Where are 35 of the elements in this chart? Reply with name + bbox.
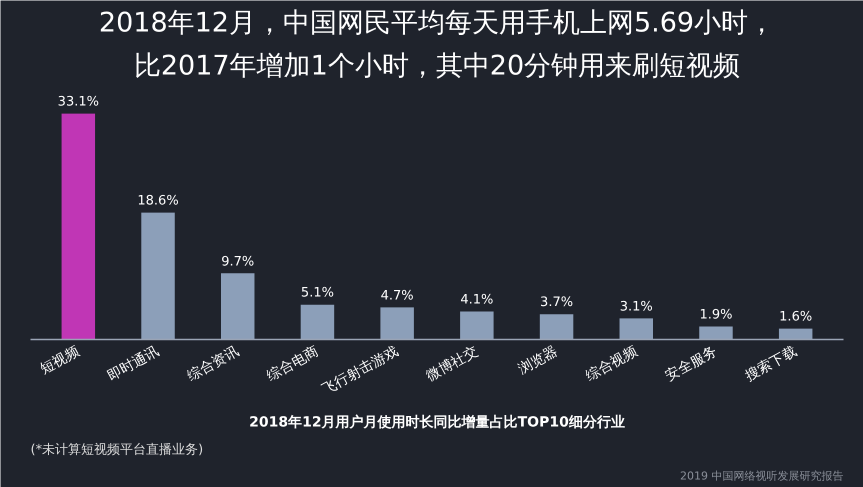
data-label: 4.7% [380,288,414,304]
bar [62,114,96,340]
bar [300,304,334,340]
x-tick-label: 搜索下载 [742,343,800,384]
x-tick-label: 综合视频 [583,343,640,384]
bar [620,318,654,340]
data-label: 1.6% [779,310,812,325]
bar [699,326,733,340]
bar [460,312,494,340]
chart-title: 2018年12月，中国网民平均每天用手机上网5.69小时， [98,8,776,38]
x-tick-label: 微博社交 [424,343,481,384]
x-tick-label: 即时通讯 [105,343,162,384]
bar [141,212,175,340]
x-axis-title: 2018年12月用户月使用时长同比增量占比TOP10细分行业 [249,414,625,430]
bar [380,307,414,340]
data-label: 3.7% [540,295,574,310]
text: (*未计算短视频平台直播业务) [30,442,204,458]
data-label: 1.9% [699,308,732,323]
data-label: 33.1% [58,94,99,110]
bar [778,328,812,340]
bar [220,273,254,340]
x-tick-label: 综合电商 [264,343,322,384]
data-label: 9.7% [221,254,254,270]
data-label: 4.1% [460,292,494,308]
data-label: 5.1% [300,286,334,301]
x-tick-label: 飞行射击游戏 [320,343,401,398]
text: 2019 中国网络视听发展研究报告 [680,470,844,482]
bar [540,314,574,340]
x-tick-label: 安全服务 [662,343,720,384]
x-tick-label: 浏览器 [516,343,560,378]
chart-subtitle: 比2017年增加1个小时，其中20分钟用来刷短视频 [134,50,740,82]
x-tick-label: 综合资讯 [184,343,242,384]
data-label: 3.1% [620,299,653,314]
x-tick-label: 短视频 [38,343,82,378]
data-label: 18.6% [137,194,179,209]
